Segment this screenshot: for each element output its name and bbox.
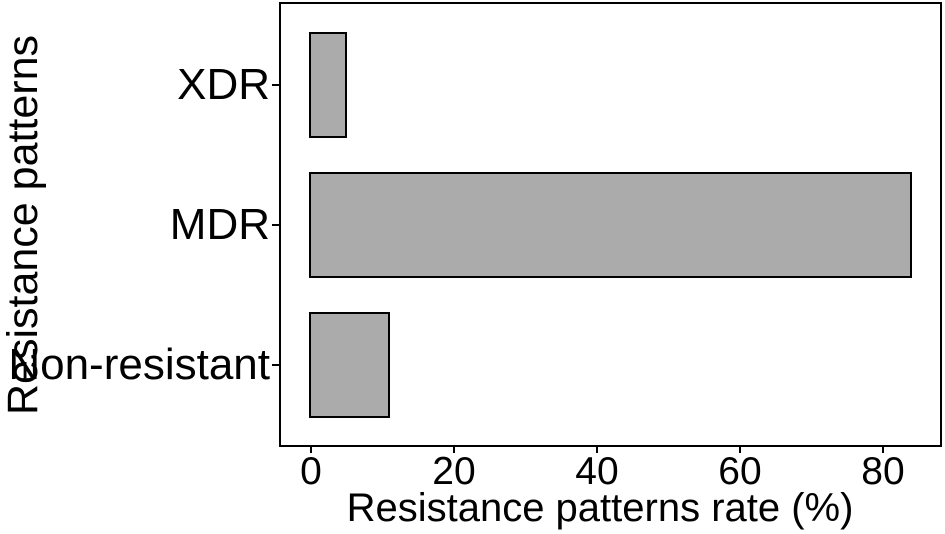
y-tick-mdr	[272, 223, 281, 226]
x-tick-label-60: 60	[718, 450, 762, 493]
y-tick-xdr	[272, 83, 281, 86]
y-tick-label-mdr: MDR	[169, 199, 270, 249]
x-tick-40	[596, 445, 598, 453]
bar-mdr	[309, 171, 912, 278]
x-tick-20	[453, 445, 455, 453]
x-tick-label-40: 40	[575, 450, 619, 493]
x-tick-label-20: 20	[432, 450, 476, 493]
x-tick-60	[739, 445, 741, 453]
bar-non-resistant	[309, 311, 390, 418]
y-tick-label-xdr: XDR	[177, 59, 270, 109]
x-tick-80	[882, 445, 884, 453]
x-tick-label-80: 80	[861, 450, 905, 493]
y-tick-non-resistant	[272, 363, 281, 366]
x-axis-title: Resistance patterns rate (%)	[346, 486, 854, 530]
y-tick-label-non-resistant: Non-resistant	[8, 339, 270, 389]
bar-xdr	[309, 31, 347, 138]
x-tick-label-0: 0	[300, 450, 322, 493]
x-tick-0	[310, 445, 312, 453]
